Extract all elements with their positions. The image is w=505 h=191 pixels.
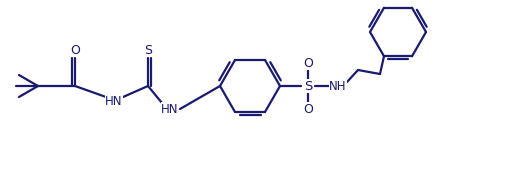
Text: O: O — [70, 44, 80, 57]
Text: S: S — [304, 79, 312, 92]
Text: NH: NH — [329, 79, 347, 92]
Text: S: S — [144, 44, 152, 57]
Text: HN: HN — [161, 103, 179, 116]
Text: HN: HN — [105, 95, 123, 108]
Text: O: O — [303, 103, 313, 116]
Text: O: O — [303, 57, 313, 70]
